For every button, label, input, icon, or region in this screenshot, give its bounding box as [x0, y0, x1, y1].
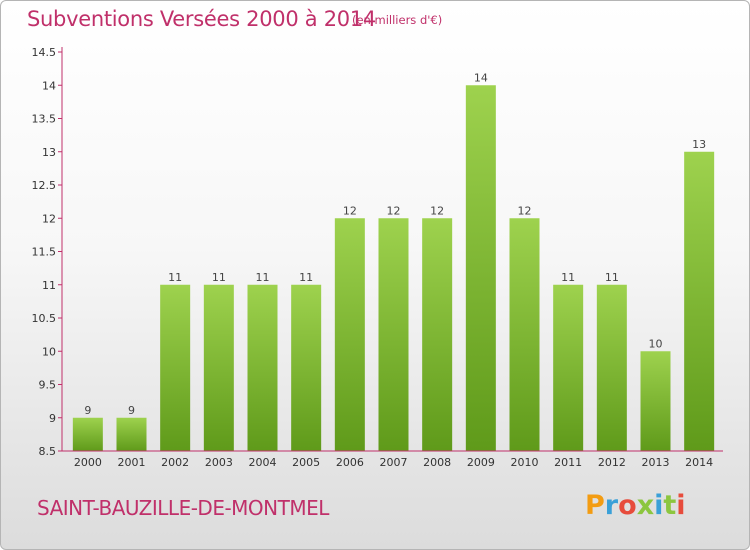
y-tick-label: 11.5 [32, 246, 57, 259]
logo-letter: t [663, 490, 677, 521]
data-label-2011: 11 [561, 271, 575, 284]
y-tick-label: 10.5 [32, 312, 57, 325]
x-tick-label-2002: 2002 [161, 456, 189, 469]
data-label-2010: 12 [518, 204, 532, 217]
data-label-2007: 12 [387, 204, 401, 217]
data-label-2000: 9 [84, 404, 91, 417]
data-label-2005: 11 [299, 271, 313, 284]
logo-letter: P [585, 490, 605, 521]
x-tick-label-2013: 2013 [642, 456, 670, 469]
y-tick-label: 13 [42, 146, 56, 159]
bar-2000 [72, 417, 103, 451]
data-label-2002: 11 [168, 271, 182, 284]
data-label-2004: 11 [256, 271, 270, 284]
x-tick-label-2012: 2012 [598, 456, 626, 469]
bar-2009 [465, 85, 496, 451]
x-tick-label-2009: 2009 [467, 456, 495, 469]
y-tick-label: 12.5 [32, 179, 57, 192]
x-tick-label-2010: 2010 [511, 456, 539, 469]
logo-letter: r [604, 490, 619, 521]
y-tick-label: 13.5 [32, 113, 57, 126]
x-tick-label-2004: 2004 [249, 456, 277, 469]
logo-letter: i [676, 490, 686, 521]
y-tick-label: 12 [42, 212, 56, 225]
y-tick-label: 8.5 [39, 445, 57, 458]
y-tick-label: 9.5 [39, 379, 57, 392]
bar-2006 [334, 218, 365, 451]
proxiti-logo[interactable]: Proxiti [585, 490, 686, 521]
data-label-2006: 12 [343, 204, 357, 217]
data-label-2013: 10 [649, 337, 663, 350]
commune-name: SAINT-BAUZILLE-DE-MONTMEL [37, 496, 329, 520]
data-label-2014: 13 [692, 138, 706, 151]
data-label-2008: 12 [430, 204, 444, 217]
x-tick-label-2006: 2006 [336, 456, 364, 469]
bar-2012 [596, 284, 627, 451]
data-label-2001: 9 [128, 404, 135, 417]
axes-layer: 2000 2001 2002 2003 2004 2005 2006 2007 2008 2009… [32, 46, 723, 469]
bar-2007 [378, 218, 409, 451]
bar-2003 [203, 284, 234, 451]
logo-letter: o [618, 490, 637, 521]
bar-2004 [247, 284, 278, 451]
bar-2013 [640, 351, 671, 451]
x-tick-label-2007: 2007 [380, 456, 408, 469]
data-label-2009: 14 [474, 71, 488, 84]
data-label-2012: 11 [605, 271, 619, 284]
bar-2010 [509, 218, 540, 451]
y-tick-label: 14.5 [32, 46, 57, 59]
bar-2001 [116, 417, 147, 451]
bar-2011 [553, 284, 584, 451]
y-tick-label: 11 [42, 279, 56, 292]
bar-2005 [291, 284, 322, 451]
logo-letter: x [636, 490, 655, 521]
x-tick-label-2005: 2005 [292, 456, 320, 469]
data-labels-layer: 9 9 11 11 11 11 12 12 12 14 12 11 11 10 13 [84, 71, 706, 417]
x-tick-label-2008: 2008 [423, 456, 451, 469]
x-tick-label-2000: 2000 [74, 456, 102, 469]
bar-2014 [684, 151, 715, 451]
y-tick-label: 14 [42, 79, 56, 92]
data-label-2003: 11 [212, 271, 226, 284]
logo-letter: i [654, 490, 664, 521]
x-tick-label-2001: 2001 [118, 456, 146, 469]
x-tick-label-2014: 2014 [685, 456, 713, 469]
chart-title: Subventions Versées 2000 à 2014 [27, 7, 376, 31]
bars-layer [72, 85, 715, 451]
bar-2008 [422, 218, 453, 451]
y-tick-label: 9 [49, 412, 56, 425]
bar-2002 [160, 284, 191, 451]
unit-note: (en milliers d'€) [352, 13, 443, 27]
y-tick-label: 10 [42, 345, 56, 358]
x-tick-label-2003: 2003 [205, 456, 233, 469]
x-tick-label-2011: 2011 [554, 456, 582, 469]
